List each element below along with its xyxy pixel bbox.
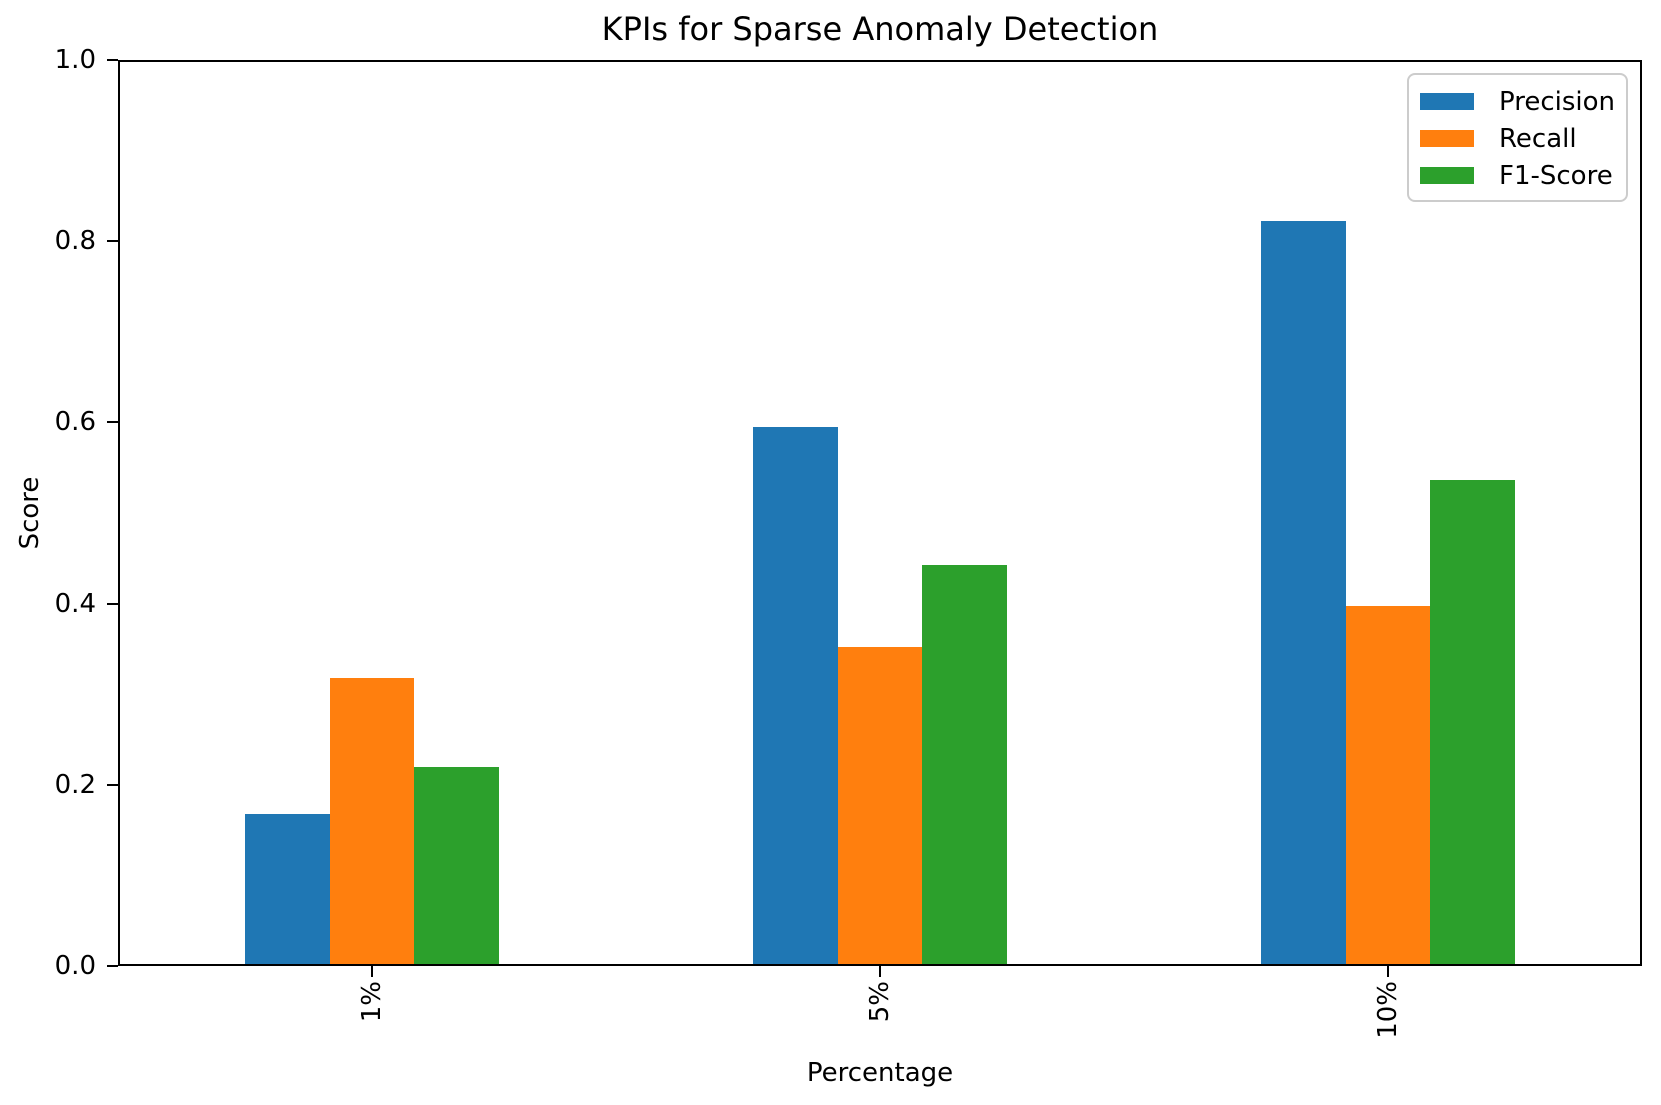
bar-recall xyxy=(1345,606,1431,964)
legend-item: Recall xyxy=(1420,120,1626,157)
y-tick-label: 0.6 xyxy=(54,407,96,438)
y-tick-mark xyxy=(107,965,118,967)
y-tick-mark xyxy=(107,602,118,605)
x-tick-mark xyxy=(1387,966,1389,977)
bar-f1-score xyxy=(922,565,1007,964)
chart-title: KPIs for Sparse Anomaly Detection xyxy=(601,10,1159,48)
y-tick-mark xyxy=(107,240,118,243)
x-tick-mark xyxy=(879,966,881,977)
x-tick-label: 1% xyxy=(357,981,387,1023)
y-tick-label: 0.2 xyxy=(54,769,96,800)
y-tick-label: 1.0 xyxy=(54,45,96,75)
y-tick-label: 0.0 xyxy=(54,951,96,981)
x-tick-mark xyxy=(371,966,373,977)
legend-label: Recall xyxy=(1499,123,1577,154)
legend-swatch-precision xyxy=(1420,93,1474,110)
legend-label: F1-Score xyxy=(1499,160,1613,191)
y-tick-label: 0.4 xyxy=(54,588,96,619)
y-axis-title: Score xyxy=(15,476,45,550)
y-tick-label: 0.8 xyxy=(54,226,96,257)
legend-swatch-recall xyxy=(1420,130,1474,147)
legend-swatch-f1-score xyxy=(1420,167,1474,184)
x-tick-label: 5% xyxy=(865,981,895,1023)
y-tick-mark xyxy=(107,783,118,786)
bar-recall xyxy=(837,646,923,964)
bar-recall xyxy=(329,677,415,964)
legend: Precision Recall F1-Score xyxy=(1407,73,1628,202)
bar-precision xyxy=(753,426,838,964)
legend-item: Precision xyxy=(1420,83,1626,120)
legend-item: F1-Score xyxy=(1420,157,1626,194)
bar-precision xyxy=(245,813,330,964)
bar-precision xyxy=(1261,221,1346,964)
x-axis-title: Percentage xyxy=(806,1058,954,1088)
legend-label: Precision xyxy=(1499,86,1616,117)
plot-area xyxy=(118,60,1642,966)
y-tick-mark xyxy=(107,59,118,61)
bar-f1-score xyxy=(1430,480,1515,964)
bar-f1-score xyxy=(414,767,499,964)
y-tick-mark xyxy=(107,421,118,424)
x-tick-label: 10% xyxy=(1373,981,1403,1039)
